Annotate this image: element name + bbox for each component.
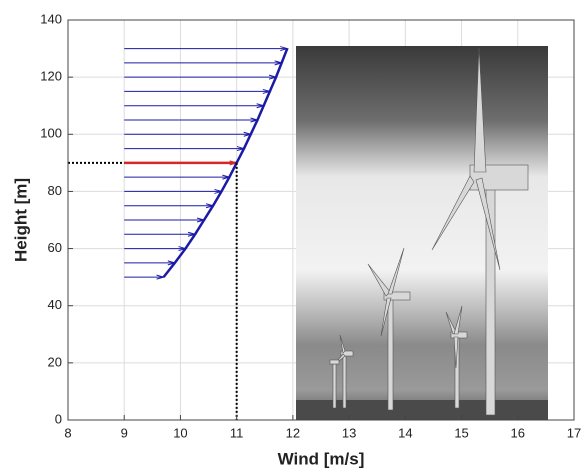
y-tick-label: 100 xyxy=(40,126,62,141)
x-tick-label: 12 xyxy=(286,425,300,440)
chart: Wind [m/s] Height [m] 8 9 10 11 12 13 14 15 16 17… xyxy=(0,0,587,475)
y-tick-label: 0 xyxy=(55,411,62,426)
x-tick-label: 10 xyxy=(173,425,187,440)
x-tick-label: 14 xyxy=(398,425,412,440)
y-axis-label: Height [m] xyxy=(11,178,30,262)
y-tick-label: 60 xyxy=(48,240,62,255)
y-tick-label: 140 xyxy=(40,11,62,26)
x-tick-label: 11 xyxy=(230,425,244,440)
x-tick-label: 8 xyxy=(64,425,71,440)
x-tick-label: 9 xyxy=(121,425,128,440)
x-tick-label: 16 xyxy=(511,425,525,440)
x-tick-label: 15 xyxy=(454,425,468,440)
photo xyxy=(296,46,548,420)
x-tick-label: 13 xyxy=(342,425,356,440)
y-tick-label: 40 xyxy=(48,297,62,312)
y-tick-label: 120 xyxy=(40,69,62,84)
x-axis-label: Wind [m/s] xyxy=(278,449,365,468)
x-tick-label: 17 xyxy=(567,425,581,440)
y-tick-label: 80 xyxy=(48,183,62,198)
y-tick-label: 20 xyxy=(48,354,62,369)
plot xyxy=(68,47,287,420)
